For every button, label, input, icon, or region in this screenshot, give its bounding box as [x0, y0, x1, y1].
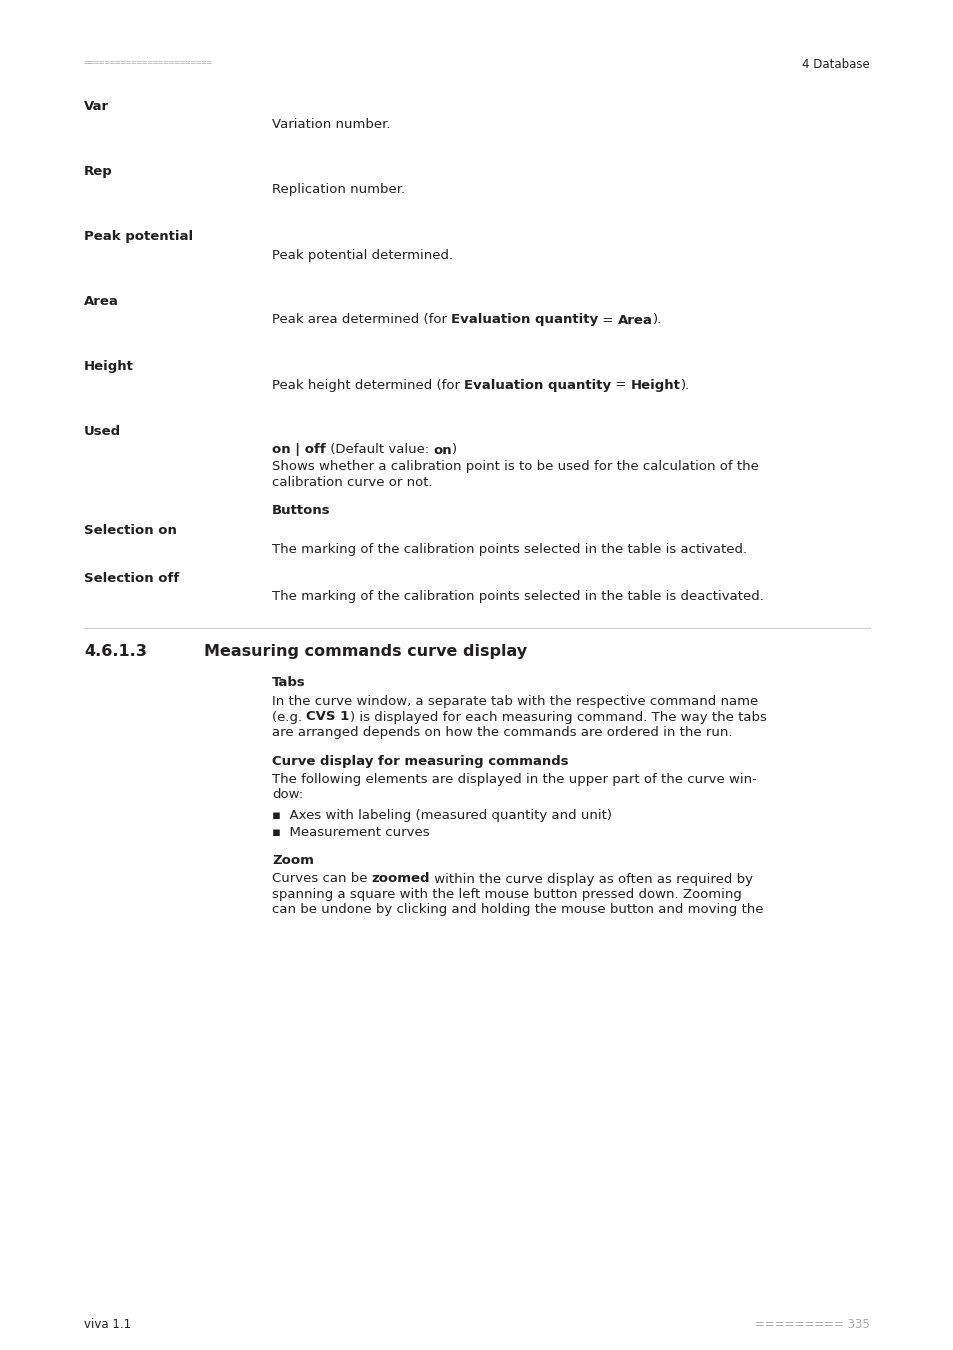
Text: zoomed: zoomed: [372, 872, 430, 886]
Text: Selection off: Selection off: [84, 571, 179, 585]
Text: on: on: [433, 444, 452, 456]
Text: viva 1.1: viva 1.1: [84, 1318, 131, 1331]
Text: Curve display for measuring commands: Curve display for measuring commands: [272, 755, 568, 768]
Text: Area: Area: [618, 313, 652, 327]
Text: Used: Used: [84, 425, 121, 437]
Text: ========================: ========================: [84, 58, 213, 68]
Text: Variation number.: Variation number.: [272, 119, 390, 131]
Text: Peak height determined (for: Peak height determined (for: [272, 378, 464, 392]
Text: are arranged depends on how the commands are ordered in the run.: are arranged depends on how the commands…: [272, 726, 732, 738]
Text: Peak potential: Peak potential: [84, 230, 193, 243]
Text: (Default value:: (Default value:: [325, 444, 433, 456]
Text: Evaluation quantity: Evaluation quantity: [451, 313, 598, 327]
Text: ) is displayed for each measuring command. The way the tabs: ) is displayed for each measuring comman…: [349, 710, 765, 724]
Text: ========= 335: ========= 335: [755, 1318, 869, 1331]
Text: Curves can be: Curves can be: [272, 872, 372, 886]
Text: Height: Height: [84, 360, 133, 373]
Text: on | off: on | off: [272, 444, 325, 456]
Text: The marking of the calibration points selected in the table is activated.: The marking of the calibration points se…: [272, 543, 746, 556]
Text: Peak potential determined.: Peak potential determined.: [272, 248, 453, 262]
Text: Peak area determined (for: Peak area determined (for: [272, 313, 451, 327]
Text: =: =: [598, 313, 618, 327]
Text: within the curve display as often as required by: within the curve display as often as req…: [430, 872, 753, 886]
Text: =: =: [611, 378, 630, 392]
Text: Selection on: Selection on: [84, 525, 176, 537]
Text: ).: ).: [652, 313, 661, 327]
Text: 4.6.1.3: 4.6.1.3: [84, 644, 147, 659]
Text: Height: Height: [630, 378, 680, 392]
Text: In the curve window, a separate tab with the respective command name: In the curve window, a separate tab with…: [272, 695, 758, 707]
Text: CVS 1: CVS 1: [306, 710, 349, 724]
Text: ): ): [452, 444, 456, 456]
Text: Var: Var: [84, 100, 109, 113]
Text: 4 Database: 4 Database: [801, 58, 869, 72]
Text: dow:: dow:: [272, 788, 303, 802]
Text: calibration curve or not.: calibration curve or not.: [272, 475, 432, 489]
Text: Zoom: Zoom: [272, 855, 314, 867]
Text: Area: Area: [84, 296, 119, 308]
Text: (e.g.: (e.g.: [272, 710, 306, 724]
Text: ▪  Measurement curves: ▪ Measurement curves: [272, 825, 429, 838]
Text: Tabs: Tabs: [272, 676, 305, 690]
Text: The following elements are displayed in the upper part of the curve win-: The following elements are displayed in …: [272, 774, 756, 786]
Text: ▪  Axes with labeling (measured quantity and unit): ▪ Axes with labeling (measured quantity …: [272, 809, 612, 822]
Text: Replication number.: Replication number.: [272, 184, 405, 197]
Text: Rep: Rep: [84, 165, 112, 178]
Text: Measuring commands curve display: Measuring commands curve display: [204, 644, 527, 659]
Text: can be undone by clicking and holding the mouse button and moving the: can be undone by clicking and holding th…: [272, 903, 762, 917]
Text: Evaluation quantity: Evaluation quantity: [464, 378, 611, 392]
Text: spanning a square with the left mouse button pressed down. Zooming: spanning a square with the left mouse bu…: [272, 888, 741, 900]
Text: The marking of the calibration points selected in the table is deactivated.: The marking of the calibration points se…: [272, 590, 763, 603]
Text: Buttons: Buttons: [272, 504, 331, 517]
Text: ).: ).: [680, 378, 689, 392]
Text: Shows whether a calibration point is to be used for the calculation of the: Shows whether a calibration point is to …: [272, 460, 758, 472]
